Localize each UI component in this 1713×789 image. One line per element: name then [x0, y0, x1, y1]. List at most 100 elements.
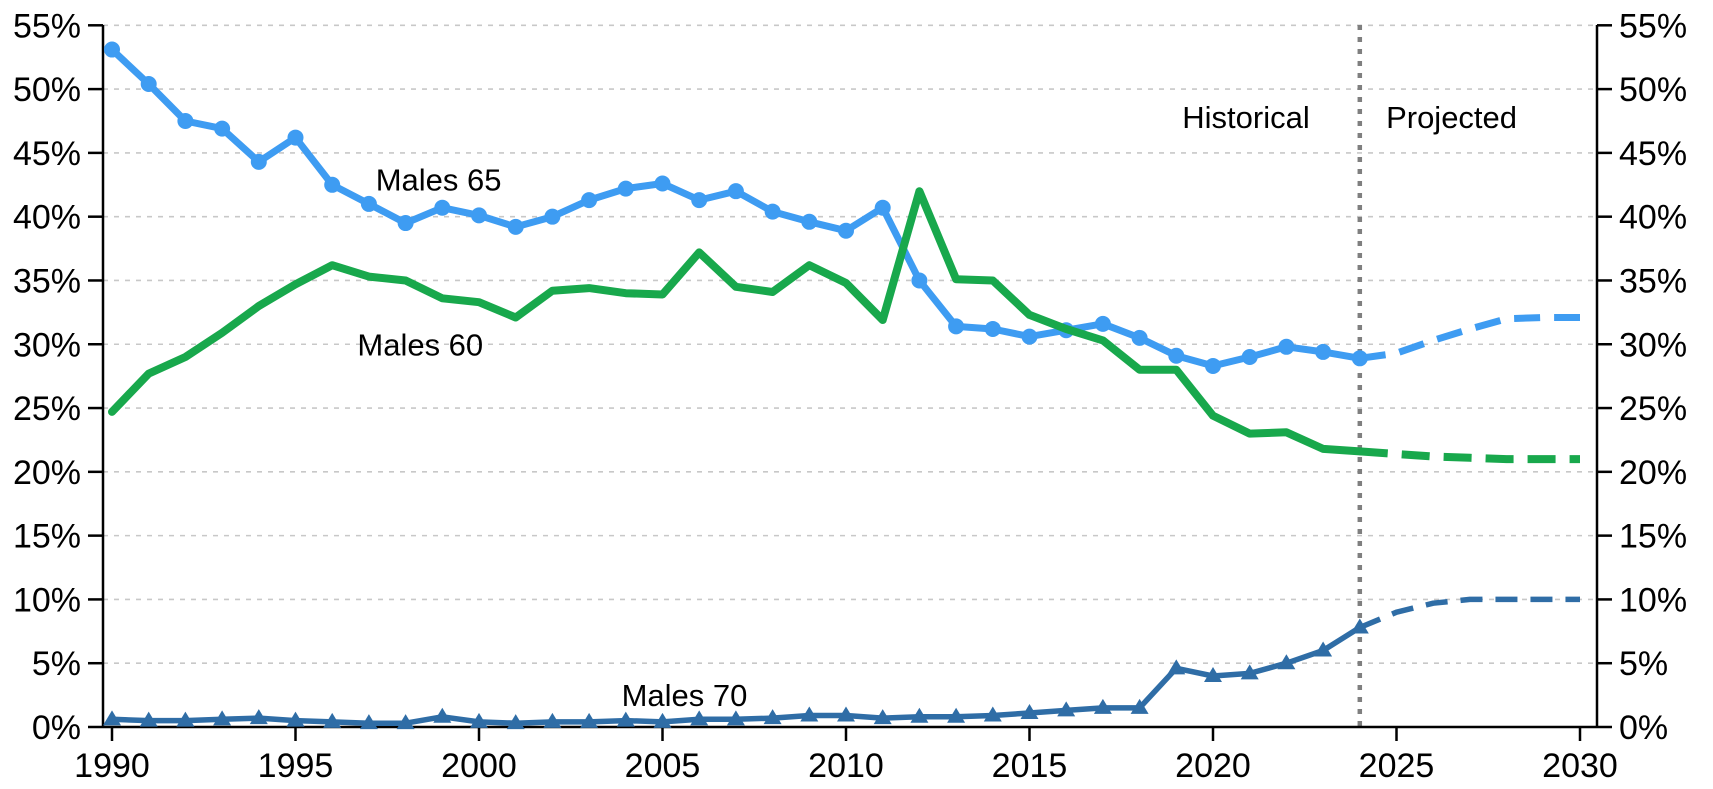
chart-label-males-60: Males 60 [357, 327, 483, 362]
males-70-projected-line [1358, 596, 1580, 631]
males-70-marker [910, 707, 929, 723]
males-60-projected-line [1359, 447, 1580, 464]
series-males-70 [103, 596, 1580, 730]
males-70-marker [1277, 654, 1296, 670]
x-tick-label: 2020 [1175, 747, 1251, 785]
labels-group: 0% 0% 5% 5% 10% 10% 15% 15% 20% 20% 25% 25% 30% 30% 35… [13, 7, 1687, 785]
males-70-marker [1020, 703, 1039, 719]
males-65-marker [397, 215, 414, 232]
males-70-marker [800, 706, 819, 722]
males-70-marker [470, 712, 488, 728]
males-65-marker [581, 192, 598, 209]
series-group [103, 41, 1580, 730]
males-65-marker [948, 318, 965, 335]
males-65-marker [1205, 357, 1221, 374]
males-65-marker [1315, 343, 1332, 360]
males-70-marker [1057, 701, 1076, 717]
y-tick-label-left: 10% [13, 581, 81, 619]
males-70-marker [1240, 664, 1259, 680]
males-70-marker [763, 709, 782, 725]
y-tick-label-right: 5% [1619, 645, 1668, 683]
males-65-marker [1021, 328, 1038, 345]
males-65-marker [1351, 350, 1368, 367]
males-65-marker [874, 199, 891, 216]
males-70-marker [139, 711, 158, 727]
y-tick-label-right: 50% [1619, 71, 1687, 109]
males-70-marker [1314, 641, 1333, 657]
x-tick-label: 2025 [1359, 747, 1435, 785]
males-65-marker [507, 218, 524, 235]
males-70-marker [103, 710, 121, 726]
y-tick-label-right: 25% [1619, 390, 1687, 428]
chart-label-males-70: Males 70 [622, 678, 748, 713]
x-tick-label: 2015 [992, 747, 1068, 785]
y-tick-label-left: 35% [13, 262, 81, 300]
males-65-historical-line [108, 46, 1364, 370]
males-65-marker [250, 153, 267, 170]
y-tick-label-right: 40% [1619, 199, 1687, 237]
males-65-marker [140, 75, 157, 92]
y-tick-label-left: 50% [13, 71, 81, 109]
males-65-marker [1278, 338, 1295, 355]
series-males-60 [108, 187, 1580, 464]
males-70-marker [359, 714, 378, 730]
axes-group [88, 24, 1612, 741]
males-70-marker [1093, 698, 1112, 714]
males-65-marker [544, 208, 561, 225]
males-65-marker [727, 183, 744, 200]
y-tick-label-left: 30% [13, 326, 81, 364]
chart-label-projected: Projected [1386, 100, 1517, 135]
y-tick-label-left: 55% [13, 7, 81, 45]
males-70-marker [1350, 618, 1369, 634]
males-65-marker [764, 203, 781, 220]
males-65-marker [434, 199, 451, 216]
males-65-projected-line [1359, 314, 1580, 362]
y-tick-label-right: 20% [1619, 454, 1687, 492]
males-65-marker [1241, 349, 1258, 366]
x-tick-label: 2000 [441, 747, 517, 785]
males-60-historical-line [108, 187, 1364, 456]
males-65-marker [360, 195, 377, 212]
males-65-marker [287, 129, 304, 146]
y-tick-label-left: 25% [13, 390, 81, 428]
x-tick-label: 2010 [808, 747, 884, 785]
y-tick-label-left: 5% [32, 645, 81, 683]
males-70-marker [726, 710, 745, 726]
males-65-marker [654, 175, 671, 192]
males-70-marker [1204, 666, 1222, 682]
males-70-marker [690, 710, 709, 726]
males-70-marker [506, 714, 525, 730]
x-tick-label: 2030 [1542, 747, 1618, 785]
males-70-marker [543, 712, 562, 728]
males-65-marker [801, 213, 818, 230]
x-tick-label: 1990 [74, 747, 150, 785]
males-65-marker [177, 112, 194, 129]
males-70-marker [433, 707, 452, 723]
males-70-marker [580, 712, 599, 728]
y-tick-label-left: 45% [13, 135, 81, 173]
males-70-marker [983, 706, 1002, 722]
gridlines-group [103, 24, 1597, 665]
males-65-marker [1131, 329, 1148, 346]
chart-label-males-65: Males 65 [376, 163, 502, 198]
males-70-marker [1130, 698, 1149, 714]
y-tick-label-right: 55% [1619, 7, 1687, 45]
males-70-marker [1167, 659, 1186, 675]
x-tick-label: 1995 [258, 747, 334, 785]
males-70-marker [837, 706, 855, 722]
y-tick-label-right: 0% [1619, 709, 1668, 747]
males-65-marker [838, 222, 854, 239]
males-70-marker [286, 711, 305, 727]
males-65-marker [104, 41, 120, 58]
males-70-marker [249, 709, 268, 725]
males-70-marker [873, 709, 892, 725]
males-70-marker [396, 714, 415, 730]
y-tick-label-right: 10% [1619, 581, 1687, 619]
males-70-marker [653, 712, 672, 728]
series-males-65 [104, 41, 1580, 374]
males-70-marker [323, 712, 342, 728]
males-70-marker [176, 711, 195, 727]
y-tick-label-left: 40% [13, 199, 81, 237]
y-tick-label-right: 15% [1619, 518, 1687, 556]
